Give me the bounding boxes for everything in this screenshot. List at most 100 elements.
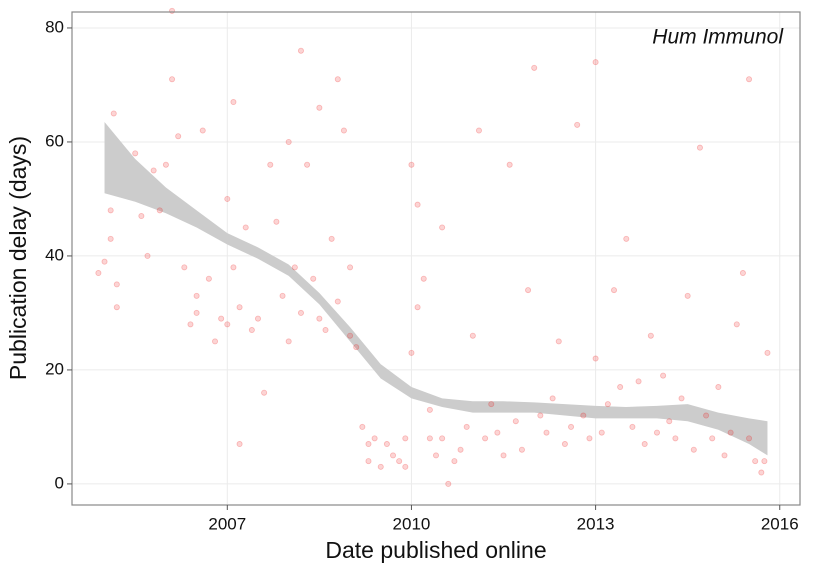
point xyxy=(396,458,403,465)
point xyxy=(678,395,685,402)
point xyxy=(568,423,575,430)
point xyxy=(426,406,433,413)
point xyxy=(494,429,501,436)
point xyxy=(291,264,298,271)
point xyxy=(212,338,219,345)
point xyxy=(482,435,489,442)
point xyxy=(347,264,354,271)
point xyxy=(408,161,415,168)
point xyxy=(574,121,581,128)
point xyxy=(721,452,728,459)
point xyxy=(463,423,470,430)
point xyxy=(641,441,648,448)
point xyxy=(334,298,341,305)
point xyxy=(297,309,304,316)
point xyxy=(561,441,568,448)
point xyxy=(469,332,476,339)
point xyxy=(604,401,611,408)
point xyxy=(617,384,624,391)
point xyxy=(138,213,145,220)
point xyxy=(408,349,415,356)
point xyxy=(224,321,231,328)
point xyxy=(506,161,513,168)
point xyxy=(426,435,433,442)
point xyxy=(310,275,317,282)
point xyxy=(684,292,691,299)
point xyxy=(739,270,746,277)
point xyxy=(598,429,605,436)
point xyxy=(365,458,372,465)
point xyxy=(218,315,225,322)
point xyxy=(297,47,304,54)
point xyxy=(451,458,458,465)
point xyxy=(549,395,556,402)
point xyxy=(402,463,409,470)
point xyxy=(328,235,335,242)
point xyxy=(623,235,630,242)
point xyxy=(761,458,768,465)
point xyxy=(543,429,550,436)
point xyxy=(273,218,280,225)
point xyxy=(727,429,734,436)
point xyxy=(764,349,771,356)
point xyxy=(696,144,703,151)
x-tick-label: 2016 xyxy=(761,514,799,533)
x-axis-title: Date published online xyxy=(325,537,546,563)
point xyxy=(402,435,409,442)
point xyxy=(647,332,654,339)
y-tick-label: 80 xyxy=(45,17,64,36)
y-tick-label: 20 xyxy=(45,359,64,378)
point xyxy=(555,338,562,345)
point xyxy=(439,435,446,442)
point xyxy=(359,423,366,430)
point xyxy=(445,480,452,487)
point xyxy=(580,412,587,419)
point xyxy=(420,275,427,282)
point xyxy=(439,224,446,231)
point xyxy=(162,161,169,168)
point xyxy=(758,469,765,476)
point xyxy=(113,281,120,288)
y-axis-title: Publication delay (days) xyxy=(5,136,31,380)
point xyxy=(205,275,212,282)
point xyxy=(224,195,231,202)
point xyxy=(107,207,114,214)
point xyxy=(181,264,188,271)
point xyxy=(110,110,117,117)
point xyxy=(500,452,507,459)
point xyxy=(709,435,716,442)
point xyxy=(236,304,243,311)
point xyxy=(531,64,538,71)
point xyxy=(267,161,274,168)
point xyxy=(752,458,759,465)
point xyxy=(316,315,323,322)
x-tick-label: 2007 xyxy=(208,514,246,533)
point xyxy=(169,76,176,83)
point xyxy=(187,321,194,328)
point xyxy=(316,104,323,111)
point xyxy=(457,446,464,453)
point xyxy=(199,127,206,134)
point xyxy=(383,441,390,448)
point xyxy=(414,304,421,311)
y-tick-label: 0 xyxy=(55,473,64,492)
point xyxy=(629,423,636,430)
x-tick-label: 2013 xyxy=(577,514,615,533)
point xyxy=(285,338,292,345)
point xyxy=(107,235,114,242)
point xyxy=(279,292,286,299)
point xyxy=(690,446,697,453)
point xyxy=(377,463,384,470)
y-tick-label: 60 xyxy=(45,131,64,150)
point xyxy=(261,389,268,396)
point xyxy=(230,99,237,106)
plot-border xyxy=(71,11,801,506)
point xyxy=(592,355,599,362)
point xyxy=(371,435,378,442)
point xyxy=(635,378,642,385)
point xyxy=(236,441,243,448)
point xyxy=(746,435,753,442)
point xyxy=(101,258,108,265)
point xyxy=(144,252,151,259)
